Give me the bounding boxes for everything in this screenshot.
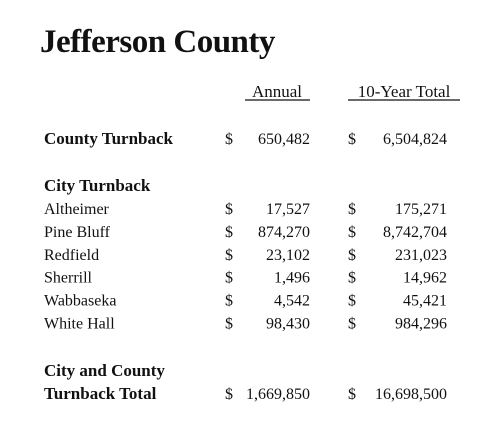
currency: $ bbox=[225, 386, 233, 403]
currency: $ bbox=[225, 270, 233, 287]
currency: $ bbox=[225, 224, 233, 241]
total-value: 231,023 bbox=[395, 247, 447, 264]
title: Jefferson County bbox=[40, 24, 276, 60]
currency: $ bbox=[225, 201, 233, 218]
total-value: 984,296 bbox=[395, 316, 447, 333]
currency: $ bbox=[225, 131, 233, 148]
row-label: Redfield bbox=[44, 247, 99, 264]
row-label: Sherrill bbox=[44, 270, 93, 287]
annual-value: 17,527 bbox=[266, 201, 310, 218]
currency: $ bbox=[348, 386, 356, 403]
column-header: Annual bbox=[252, 82, 302, 101]
total-value: 14,962 bbox=[403, 270, 447, 287]
currency: $ bbox=[348, 201, 356, 218]
currency: $ bbox=[348, 131, 356, 148]
currency: $ bbox=[225, 293, 233, 310]
row-label: Turnback Total bbox=[44, 384, 157, 403]
annual-value: 23,102 bbox=[266, 247, 310, 264]
section-heading: City Turnback bbox=[44, 176, 151, 195]
currency: $ bbox=[348, 293, 356, 310]
total-value: 45,421 bbox=[403, 293, 447, 310]
total-value: 6,504,824 bbox=[383, 131, 447, 148]
row-label: Pine Bluff bbox=[44, 224, 111, 241]
row-label: Altheimer bbox=[44, 201, 110, 218]
annual-value: 1,496 bbox=[274, 270, 310, 287]
annual-value: 874,270 bbox=[258, 224, 310, 241]
currency: $ bbox=[348, 270, 356, 287]
row-label: County Turnback bbox=[44, 129, 174, 148]
currency: $ bbox=[225, 316, 233, 333]
currency: $ bbox=[348, 247, 356, 264]
row-label: Wabbaseka bbox=[44, 293, 116, 310]
column-header: 10-Year Total bbox=[358, 82, 451, 101]
annual-value: 1,669,850 bbox=[246, 386, 310, 403]
row-label: City and County bbox=[44, 361, 165, 380]
row-label: White Hall bbox=[44, 316, 115, 333]
currency: $ bbox=[348, 316, 356, 333]
total-value: 175,271 bbox=[395, 201, 447, 218]
currency: $ bbox=[225, 247, 233, 264]
total-value: 16,698,500 bbox=[375, 386, 447, 403]
currency: $ bbox=[348, 224, 356, 241]
annual-value: 650,482 bbox=[258, 131, 310, 148]
annual-value: 98,430 bbox=[266, 316, 310, 333]
total-value: 8,742,704 bbox=[383, 224, 447, 241]
annual-value: 4,542 bbox=[274, 293, 310, 310]
